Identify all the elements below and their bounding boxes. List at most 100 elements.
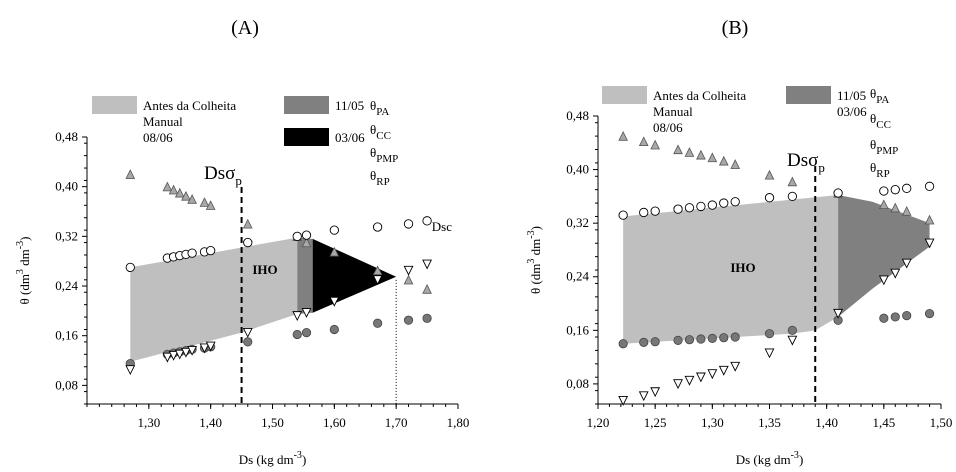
theta-cc-point: [673, 204, 683, 214]
theta-pa-point: [730, 159, 741, 169]
x-axis-label: Ds (kg dm-3): [239, 450, 307, 467]
theta-legend-main: θ: [370, 145, 376, 160]
x-axis-label-sup: -3: [791, 450, 799, 461]
theta-pa-point: [242, 218, 253, 229]
theta-pa-point: [707, 152, 718, 163]
dssp-label-main: Dsσ: [787, 150, 818, 171]
legend-label: Antes da Colheita: [143, 98, 236, 113]
iho-region: [130, 237, 298, 362]
theta-pa-point: [618, 130, 629, 141]
theta-legend-label: θPMP: [370, 145, 398, 165]
x-tick-label: 1,30: [701, 415, 724, 430]
theta-pmp-point: [879, 313, 889, 323]
legend-label: 08/06: [143, 130, 173, 145]
x-axis-label-text: Ds (kg dm: [736, 452, 791, 467]
y-tick-label: 0,48: [55, 129, 78, 144]
theta-cc-point: [650, 206, 660, 216]
theta-pa-point: [174, 187, 185, 198]
dsc-label: Dsc: [432, 219, 452, 234]
theta-cc-point: [187, 248, 197, 258]
theta-legend-sub: PMP: [876, 145, 898, 157]
iho-region: [623, 195, 839, 344]
theta-legend-label: θRP: [870, 160, 890, 180]
dssp-label: Dsσp: [787, 150, 825, 175]
theta-cc-point: [206, 245, 216, 256]
theta-pa-point: [403, 274, 414, 285]
theta-rp-point: [695, 372, 706, 383]
theta-rp-point: [292, 311, 303, 322]
x-axis-label-text: Ds (kg dm: [239, 452, 294, 467]
theta-pmp-point: [292, 329, 302, 340]
theta-rp-point: [205, 341, 216, 352]
theta-rp-point: [684, 375, 695, 386]
theta-rp-point: [833, 308, 844, 319]
theta-rp-point: [673, 379, 683, 390]
theta-pa-point: [125, 169, 136, 179]
y-axis-label-text: θ (dm: [528, 264, 543, 294]
theta-cc-point: [125, 262, 135, 273]
theta-rp-point: [422, 259, 433, 270]
legend-label: 11/05: [837, 88, 866, 103]
theta-rp-point: [901, 258, 912, 269]
y-tick-label: 0,32: [566, 215, 589, 230]
y-tick-label: 0,32: [55, 228, 78, 243]
dssp-label-sub: p: [235, 173, 242, 188]
theta-rp-point: [890, 268, 901, 279]
x-tick-label: 1,60: [323, 415, 346, 430]
theta-rp-point: [718, 365, 729, 376]
theta-legend-main: θ: [370, 168, 376, 183]
theta-legend-label: θPA: [870, 86, 889, 106]
theta-cc-point: [372, 222, 383, 232]
theta-pmp-point: [639, 337, 649, 347]
y-axis-label-text: θ (dm: [17, 274, 32, 304]
theta-cc-point: [684, 203, 695, 213]
theta-rp-point: [187, 345, 198, 356]
theta-rp-point: [168, 350, 179, 361]
dssp-label-sub: p: [818, 160, 825, 175]
theta-pa-point: [372, 265, 383, 276]
legend-label: Manual: [653, 104, 693, 119]
x-tick-label: 1,40: [815, 415, 838, 430]
y-tick-label: 0,48: [566, 108, 589, 123]
theta-pa-point: [329, 246, 340, 257]
x-tick-label: 1,80: [447, 415, 470, 430]
theta-rp-point: [242, 327, 253, 338]
theta-rp-point: [329, 296, 340, 307]
legend-swatch: [786, 86, 831, 104]
theta-pa-point: [696, 149, 706, 160]
theta-pmp-point: [618, 339, 628, 349]
theta-legend-sub: CC: [376, 130, 391, 142]
theta-rp-point: [730, 361, 741, 372]
theta-legend-main: θ: [870, 111, 876, 126]
theta-pmp-point: [707, 333, 717, 343]
theta-legend-label: θCC: [370, 122, 391, 142]
theta-cc-point: [719, 198, 729, 208]
y-tick-label: 0,24: [566, 269, 589, 284]
x-axis-label-end: ): [799, 452, 803, 467]
theta-rp-point: [650, 387, 661, 398]
theta-cc-point: [243, 237, 253, 248]
theta-pa-point: [422, 284, 432, 294]
y-axis-label-sup: 3: [15, 269, 26, 274]
iho-region: [297, 237, 313, 314]
y-tick-label: 0,08: [566, 376, 589, 391]
theta-pa-point: [787, 176, 798, 187]
theta-pa-point: [924, 214, 935, 225]
y-axis-label-sup: 3: [526, 259, 537, 264]
theta-rp-point: [301, 308, 312, 318]
y-tick-label: 0,16: [566, 322, 589, 337]
y-tick-label: 0,08: [55, 377, 78, 392]
theta-pmp-point: [764, 329, 775, 339]
theta-rp-point: [372, 275, 383, 286]
dssp-label: Dsσp: [204, 163, 242, 188]
theta-pmp-point: [719, 333, 729, 343]
theta-pmp-point: [902, 310, 912, 321]
y-axis-label-mid: dm: [528, 239, 543, 259]
legend-swatch: [92, 96, 137, 114]
iho-label: IHO: [252, 262, 277, 277]
theta-pmp-point: [243, 337, 253, 347]
theta-cc-point: [329, 225, 339, 235]
theta-rp-point: [618, 396, 629, 406]
theta-pmp-point: [403, 315, 414, 325]
theta-legend-main: θ: [870, 137, 876, 152]
